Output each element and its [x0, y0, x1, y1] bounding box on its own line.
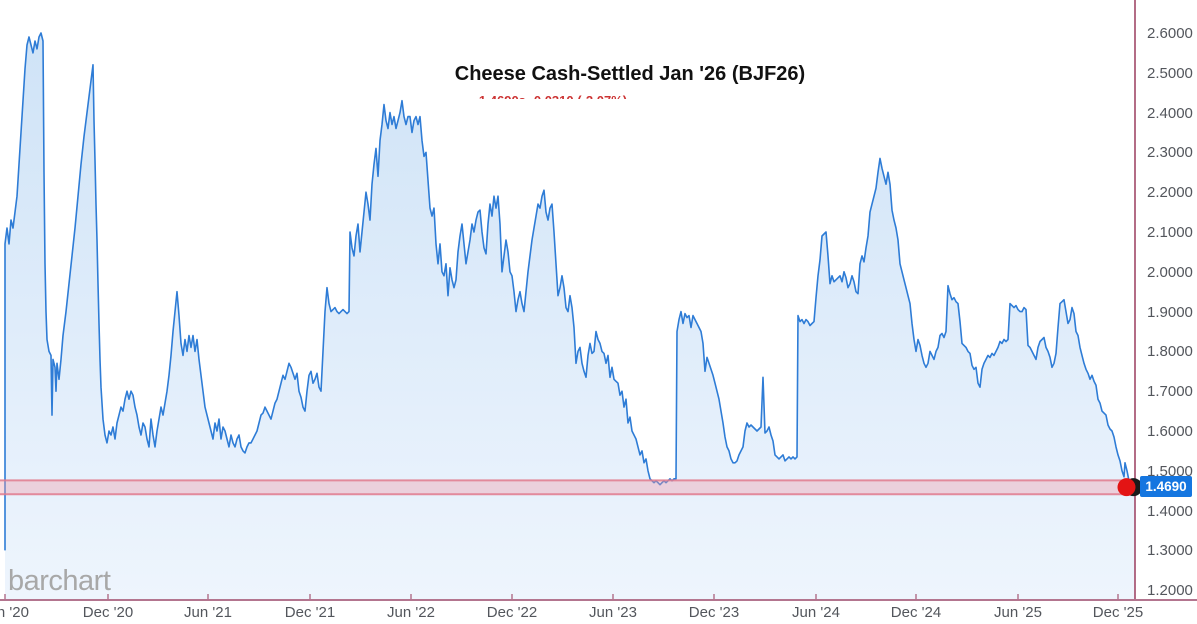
- y-axis-label: 1.5000: [1147, 462, 1193, 480]
- y-axis-label: 2.2000: [1147, 184, 1193, 202]
- y-axis-label: 1.8000: [1147, 343, 1193, 361]
- y-axis-label: 2.0000: [1147, 263, 1193, 281]
- x-axis-label: Dec '20: [82, 604, 134, 621]
- y-axis-label: 1.4000: [1147, 502, 1193, 520]
- y-axis-label: 1.2000: [1147, 582, 1193, 600]
- x-axis-label: Dec '23: [688, 604, 740, 621]
- x-axis-label: Jun '20: [0, 604, 29, 621]
- barchart-logo: barchart: [8, 565, 111, 597]
- x-axis-label: Dec '21: [284, 604, 336, 621]
- y-axis-label: 2.1000: [1147, 224, 1193, 241]
- last-price-badge: 1.4690: [1140, 476, 1192, 497]
- chart-title: Cheese Cash-Settled Jan '26 (BJF26): [454, 63, 806, 85]
- y-axis-label: 2.5000: [1147, 64, 1193, 82]
- y-axis-label: 1.6000: [1147, 423, 1193, 440]
- x-axis-label: Jun '25: [994, 604, 1042, 621]
- x-axis-label: Dec '25: [1092, 604, 1144, 621]
- y-axis-label: 1.9000: [1147, 303, 1193, 321]
- y-axis-label: 2.6000: [1147, 25, 1193, 42]
- x-axis-label: Jun '22: [387, 604, 435, 621]
- highlight-band: [0, 480, 1135, 495]
- y-axis-label: 2.4000: [1147, 104, 1193, 122]
- area-fill: [5, 33, 1135, 600]
- y-axis-label: 2.3000: [1147, 144, 1193, 162]
- y-axis-label: 1.7000: [1147, 383, 1193, 401]
- x-axis-label: Jun '24: [792, 604, 840, 621]
- last-price-dot: [1117, 478, 1136, 497]
- price-change-text: 1.4690s -0.0310 (-2.07%): [479, 93, 627, 99]
- x-axis-label: Jun '21: [184, 604, 232, 621]
- y-axis-label: 1.3000: [1147, 542, 1193, 560]
- x-axis-label: Dec '24: [890, 604, 942, 621]
- price-line: [4, 32, 1132, 551]
- x-axis-label: Dec '22: [486, 604, 538, 621]
- price-change-subtitle-clipped: 1.4690s -0.0310 (-2.07%): [479, 92, 627, 99]
- x-axis-label: Jun '23: [589, 604, 637, 621]
